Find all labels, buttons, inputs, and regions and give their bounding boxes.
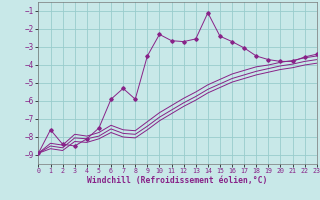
- X-axis label: Windchill (Refroidissement éolien,°C): Windchill (Refroidissement éolien,°C): [87, 176, 268, 185]
